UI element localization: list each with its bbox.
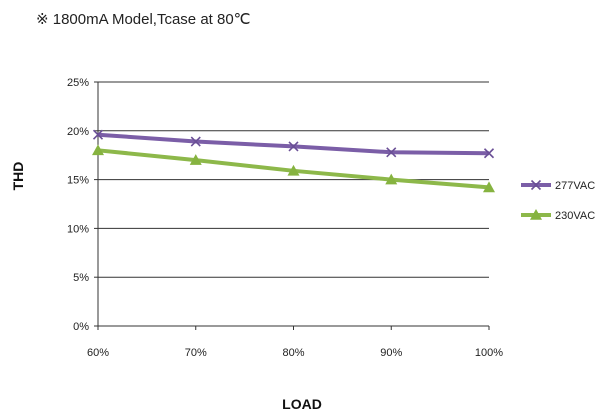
series-line [97,132,490,156]
data-point [287,164,300,176]
x-tick-label: 70% [185,347,207,359]
data-point [190,136,201,147]
legend-label: 230VAC [555,210,595,222]
x-tick-labels: 60% 70% 80% 90% 100% [87,347,503,359]
series-277VAC [92,129,495,159]
x-tick-label: 100% [475,347,503,359]
data-point [92,129,104,140]
data-point [189,154,202,165]
y-tick-label: 0% [73,321,89,333]
data-point [288,141,299,152]
gridlines [98,81,489,278]
legend-marker [530,179,542,191]
y-tick-label: 20% [67,126,89,138]
legend-label: 277VAC [555,180,595,192]
legend-marker [530,209,542,220]
series-group [92,129,495,193]
data-point [386,147,397,158]
data-point [385,173,398,185]
x-tick-label: 60% [87,347,109,359]
y-tick-label: 5% [73,272,89,284]
y-tick-label: 10% [67,223,89,235]
chart-note: ※ 1800mA Model,Tcase at 80℃ [36,11,251,28]
y-tick-label: 15% [67,175,89,187]
legend-item[interactable]: 230VAC [521,209,595,222]
data-point [483,148,495,159]
legend-item[interactable]: 277VAC [521,179,595,192]
y-tick-labels: 0% 5% 10% 15% 20% 25% [67,77,89,333]
x-tick-label: 90% [380,347,402,359]
legend[interactable]: 277VAC 230VAC [521,179,595,222]
y-tick-label: 25% [67,77,89,89]
x-axis-title: LOAD [282,396,322,412]
y-axis-title: THD [10,162,26,191]
data-point [483,181,495,193]
data-point [92,144,104,156]
axes [94,81,490,330]
x-tick-label: 80% [282,347,304,359]
series-230VAC [92,144,495,193]
